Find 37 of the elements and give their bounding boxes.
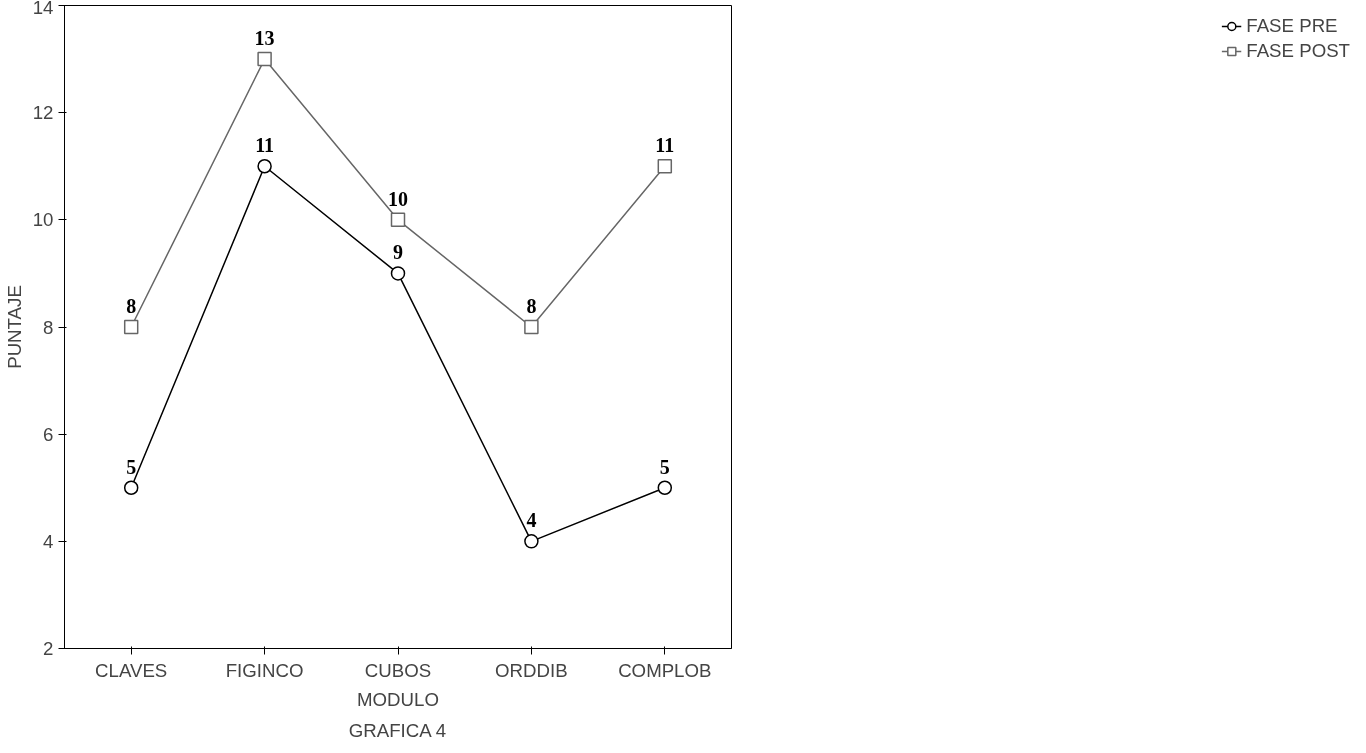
x-tick-label: ORDDIB (495, 659, 568, 681)
y-tick-label: 14 (32, 0, 54, 18)
point (524, 534, 539, 549)
data-label: 13 (254, 27, 275, 50)
point (257, 159, 272, 174)
data-label: 11 (255, 134, 275, 157)
data-label: 11 (655, 134, 675, 157)
x-tick-label: FIGINCO (225, 659, 304, 681)
y-tick-label: 12 (32, 102, 54, 124)
data-label: 9 (393, 241, 403, 264)
legend-label: FASE PRE (1246, 15, 1338, 37)
legend-label: FASE POST (1246, 40, 1350, 62)
x-tick-label: CUBOS (364, 659, 432, 681)
x-axis-title: MODULO (357, 688, 439, 710)
y-tick-label: 2 (43, 638, 54, 659)
point (657, 159, 673, 174)
point (390, 212, 406, 228)
y-axis-title: PUNTAJE (3, 285, 25, 369)
point (657, 480, 673, 495)
data-label: 8 (126, 295, 137, 317)
y-tick-label: 4 (43, 530, 54, 552)
text: GRAFICA 4 (348, 719, 447, 741)
data-label: 5 (659, 455, 670, 478)
data-label: 5 (126, 455, 137, 478)
point (257, 51, 272, 67)
data-label: 10 (388, 187, 408, 210)
y-tick-label: 10 (32, 209, 54, 231)
point (123, 480, 139, 495)
point (390, 266, 406, 281)
y-tick-label: 8 (43, 316, 54, 338)
data-label: 4 (526, 509, 537, 532)
point (123, 319, 139, 335)
data-label: 8 (526, 295, 537, 317)
y-tick-label: 6 (43, 423, 54, 445)
point (524, 319, 539, 335)
x-tick-label: CLAVES (95, 659, 168, 681)
x-tick-label: COMPLOB (618, 659, 712, 681)
